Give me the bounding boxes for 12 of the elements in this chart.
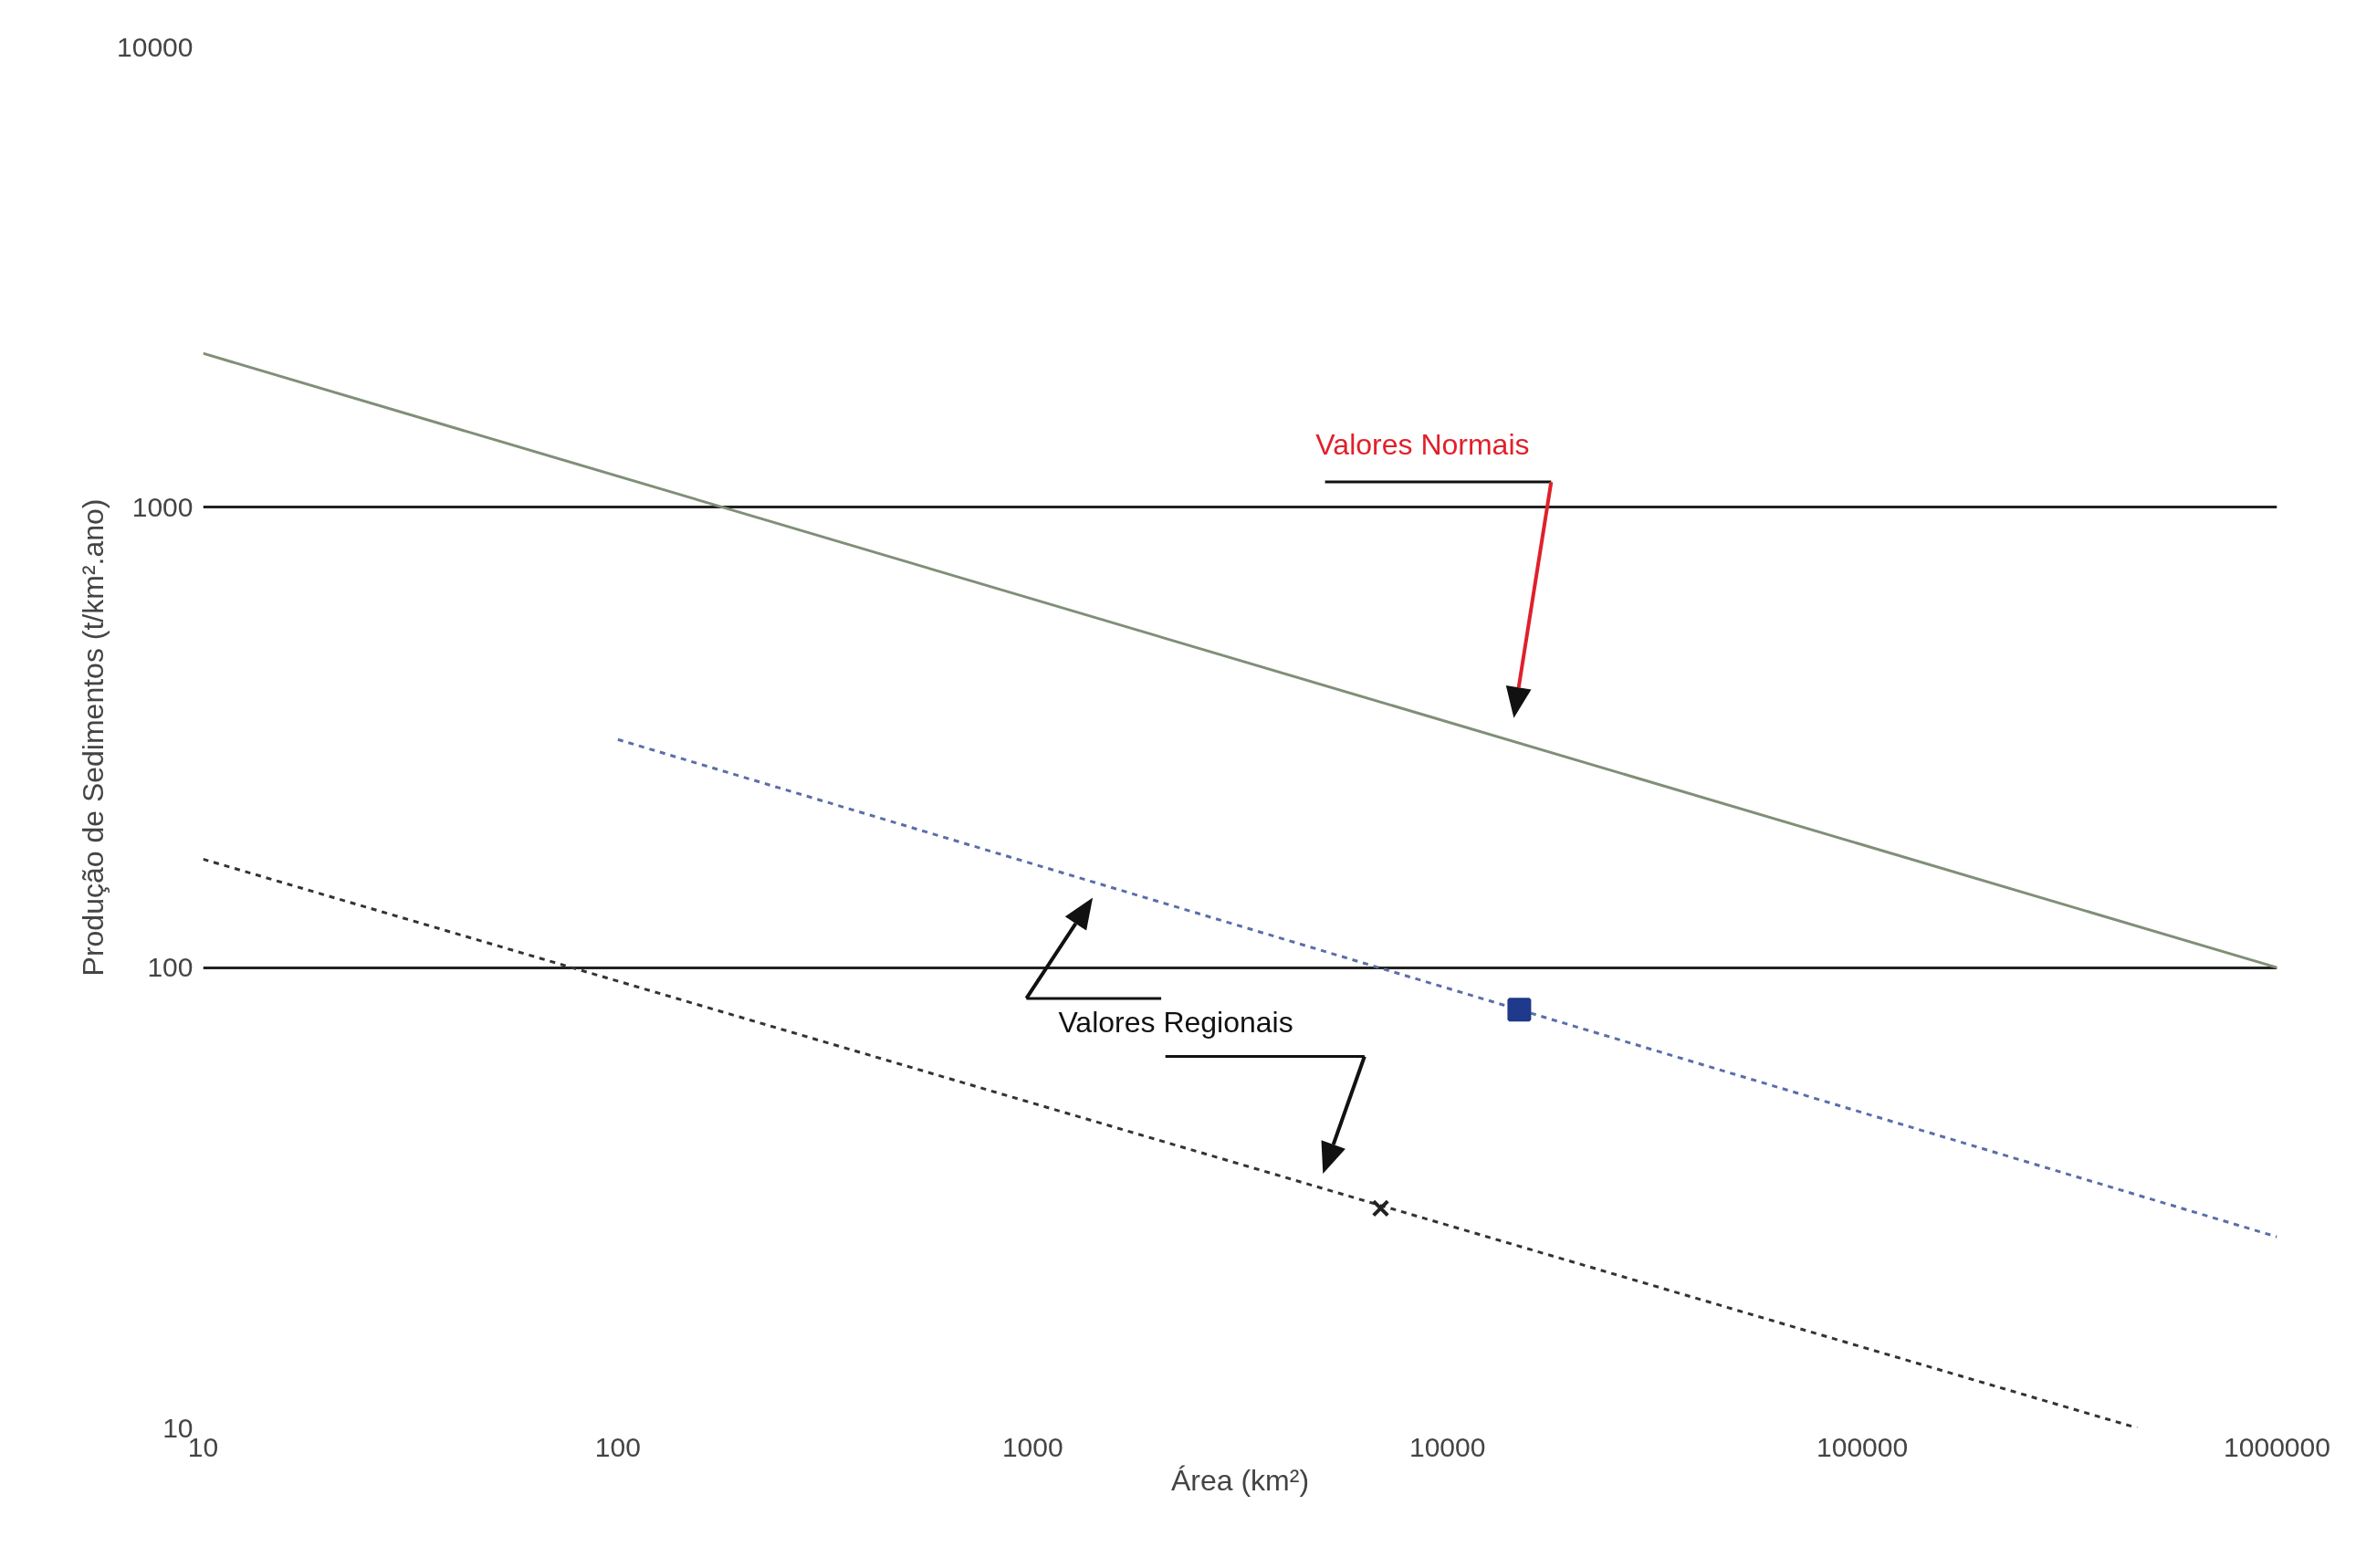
y-tick-label: 100 xyxy=(147,952,194,983)
x-tick-label: 1000 xyxy=(1001,1431,1063,1462)
y-tick-label: 10000 xyxy=(117,31,194,62)
x-tick-label: 100 xyxy=(594,1431,641,1462)
y-axis-title: Produção de Sedimentos (t/km².ano) xyxy=(77,498,110,977)
y-tick-label: 1000 xyxy=(131,491,194,522)
x-tick-label: 100000 xyxy=(1817,1431,1909,1462)
annotation: Valores Regionais xyxy=(1058,1005,1293,1039)
annotation: Valores Normais xyxy=(1315,428,1530,462)
x-axis-title: Área (km²) xyxy=(1170,1463,1310,1497)
x-tick-label: 10000 xyxy=(1408,1431,1486,1462)
x-tick-label: 1000000 xyxy=(2224,1431,2330,1462)
